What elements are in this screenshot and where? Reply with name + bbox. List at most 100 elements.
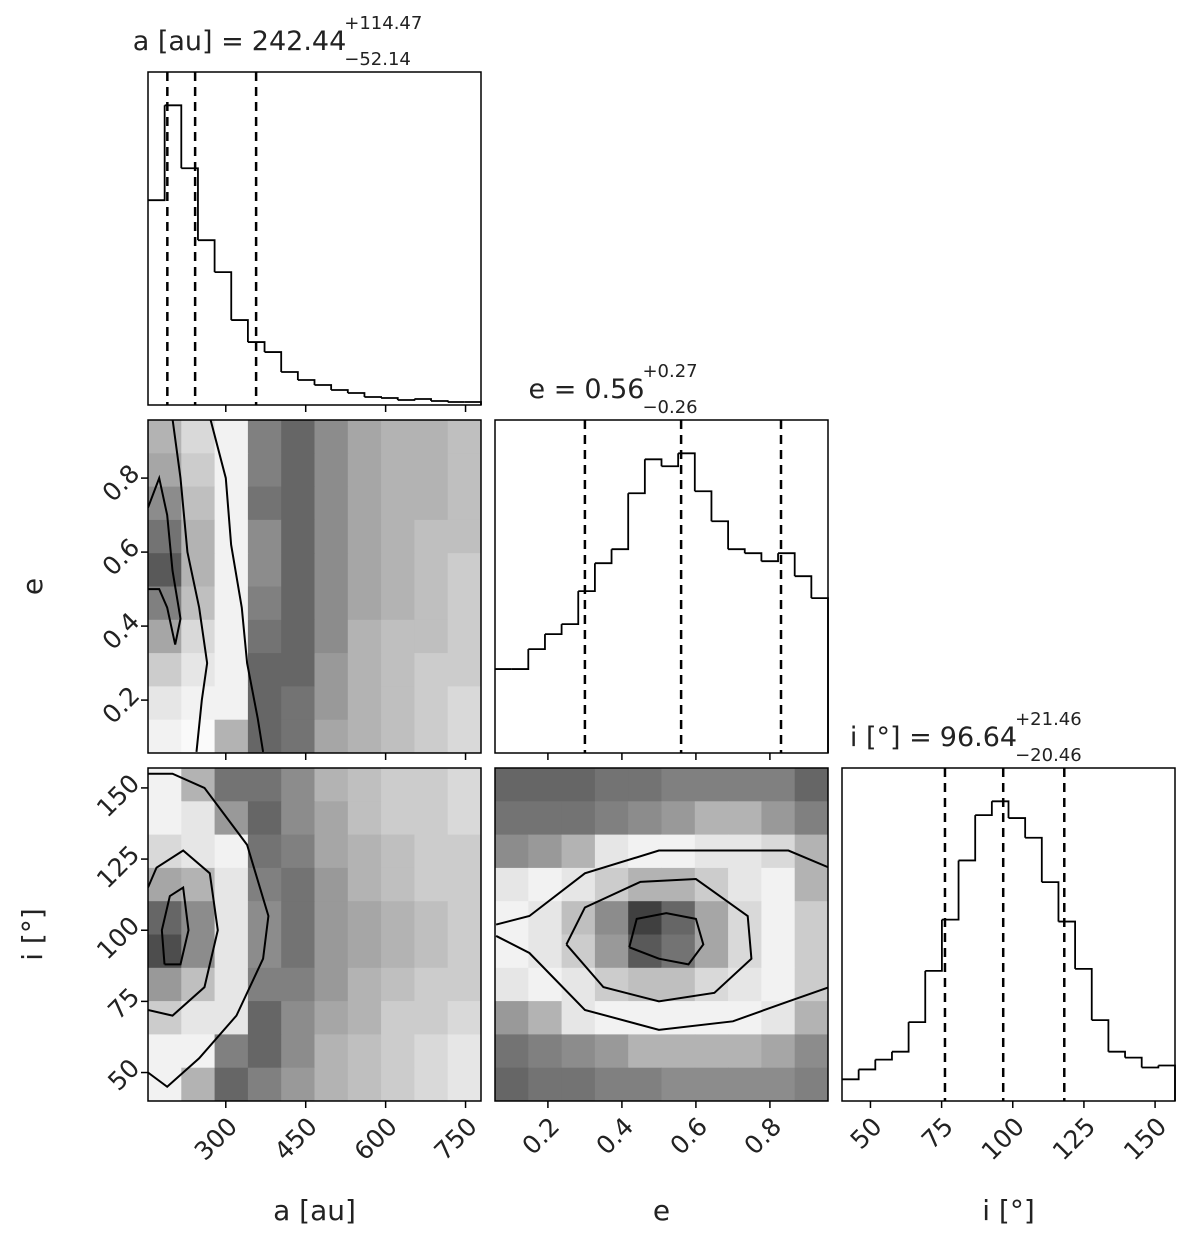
density-cell [247,719,282,753]
y-axis-label: i [°] [16,908,49,961]
hist-step [858,1059,877,1071]
hist-bar [1042,882,1059,1101]
density-cell [381,486,415,521]
density-cell [728,801,762,836]
density-cell [561,1001,596,1035]
density-cell [528,1001,563,1035]
hist-bar [1158,1066,1175,1101]
density-cell [661,768,696,802]
density-cell [414,653,449,687]
y-tick-label: 0.4 [97,607,146,656]
panel-content [148,768,481,1101]
density-cell [181,453,216,488]
density-cell [761,768,796,802]
density-cell [694,768,729,802]
hist-step [728,548,746,554]
density-cell [148,453,182,488]
density-cell [314,553,349,587]
hist-bar [1125,1058,1142,1101]
hist-bar [892,1052,909,1101]
hist-bar [1092,1020,1109,1101]
hist-step [214,271,233,321]
x-axis-label: i [°] [982,1194,1035,1227]
density-cell [414,768,449,802]
density-cell [528,867,563,902]
density-cell [281,453,315,488]
hist-step [314,384,333,391]
density-cell [314,834,349,869]
hist-step [414,398,432,402]
hist-step [594,549,613,565]
density-cell [281,934,315,969]
contour [148,772,270,1089]
density-cell [181,1067,216,1101]
hist-step [628,459,646,495]
density-cell [247,834,282,869]
density-cell [347,934,382,969]
y-tick-label: 0.2 [97,681,146,730]
density-cell [247,867,282,902]
density-cell [214,719,249,753]
density-cell [495,768,529,802]
density-cell [381,453,415,488]
hist-step [1141,1065,1160,1069]
density-cell [414,867,449,902]
density-cell [247,967,282,1002]
hist-bar [909,1022,926,1101]
y-tick-label: 0.6 [97,533,146,582]
x-tick-label: 600 [349,1112,403,1166]
density-cell [414,967,449,1002]
density-cell [447,1034,481,1069]
density-cell [628,801,662,836]
title-lower: −20.46 [1015,745,1082,766]
density-cell [495,934,529,969]
density-cell [447,834,481,869]
density-cell [495,834,529,869]
density-cell [528,967,563,1002]
density-cell [347,1067,382,1101]
density-cell [381,1067,415,1101]
density-cell [628,1034,662,1069]
density-cell [594,1034,629,1069]
hist-step [1058,920,1076,969]
density-cell [247,486,282,521]
hist-bar [1009,818,1026,1101]
density-cell [381,1001,415,1035]
density-cell [447,420,481,454]
density-cell [495,1034,529,1069]
density-cell [381,834,415,869]
pair-panel [495,768,828,1101]
hist-bar [348,393,365,405]
density-cell [794,834,828,869]
density-cell [314,1001,349,1035]
density-cell [381,553,415,587]
density-cell [728,1067,762,1101]
density-cell [214,967,249,1002]
density-cell [381,719,415,753]
density-cell [148,1034,182,1069]
density-cell [181,1034,216,1069]
density-cell [181,486,216,521]
density-cell [728,768,762,802]
density-cell [314,586,349,621]
density-cell [247,553,282,587]
density-cell [381,1034,415,1069]
density-cell [347,768,382,802]
density-cell [447,934,481,969]
density-cell [414,801,449,836]
contour [628,912,705,966]
density-cell [561,1067,596,1101]
density-cell [761,1001,796,1035]
hist-step [811,597,829,753]
density-cell [281,1067,315,1101]
density-cell [594,834,629,869]
x-axis-label: a [au] [273,1194,356,1227]
panel-frame [841,767,1176,1102]
contour [209,420,265,753]
hist-bar [1025,838,1042,1101]
density-cell [414,453,449,488]
density-cell [381,686,415,721]
density-cell [281,519,315,554]
x-tick-label: 125 [1047,1112,1101,1166]
density-cell [181,1001,216,1035]
